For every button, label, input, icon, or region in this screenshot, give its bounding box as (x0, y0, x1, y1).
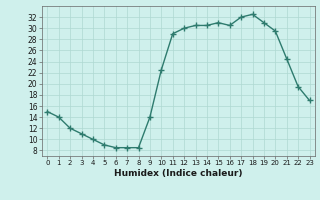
X-axis label: Humidex (Indice chaleur): Humidex (Indice chaleur) (114, 169, 243, 178)
